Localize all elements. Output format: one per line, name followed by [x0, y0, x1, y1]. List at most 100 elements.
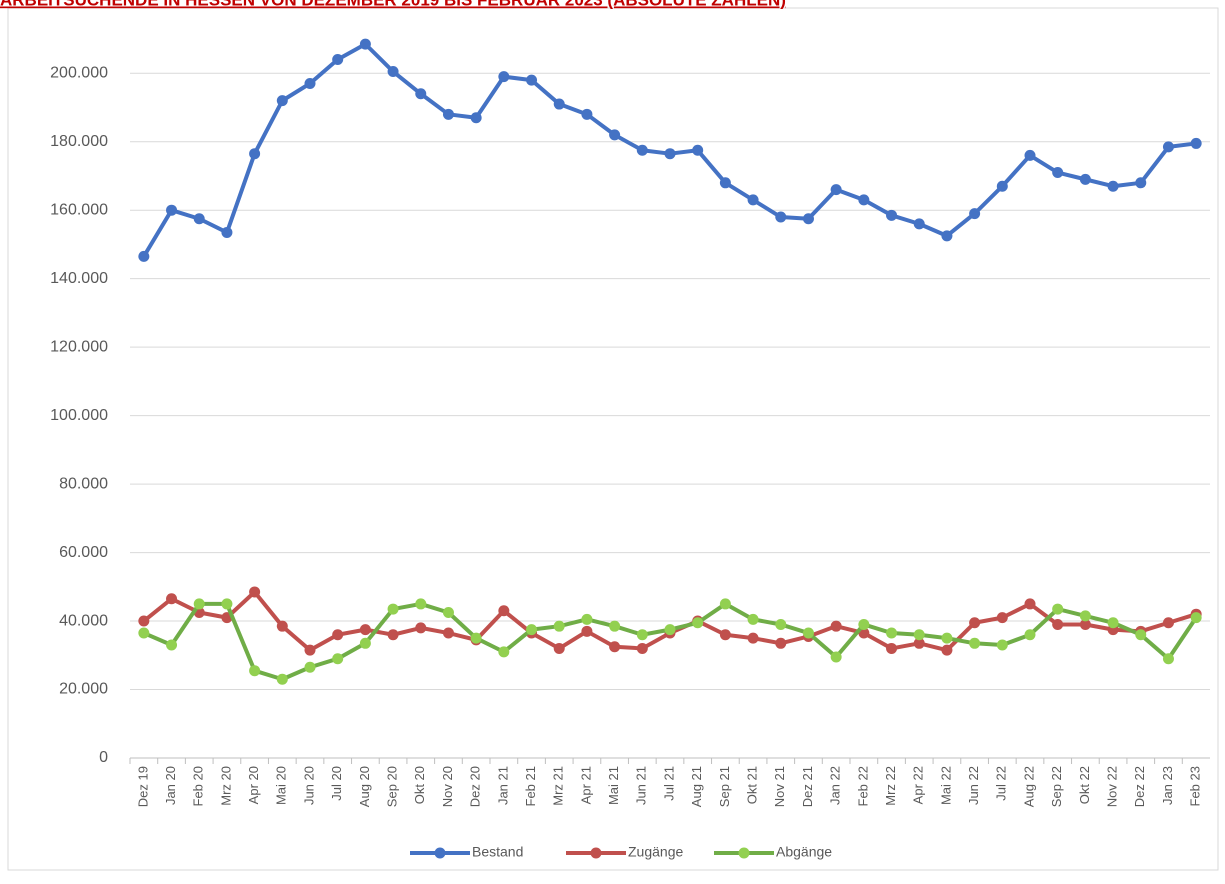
point: [166, 593, 178, 605]
point: [1079, 173, 1091, 185]
point: [1135, 629, 1147, 641]
x-tick-label: Dez 20: [468, 766, 483, 807]
point: [581, 625, 593, 637]
point: [1162, 141, 1174, 153]
point: [830, 184, 842, 196]
x-tick-label: Feb 23: [1188, 766, 1203, 806]
point: [581, 108, 593, 120]
point: [636, 642, 648, 654]
x-tick-label: Apr 21: [578, 766, 593, 804]
x-tick-label: Mai 20: [274, 766, 289, 805]
point: [249, 148, 261, 160]
point: [1107, 180, 1119, 192]
point: [664, 624, 676, 636]
x-tick-label: Okt 21: [745, 766, 760, 804]
x-tick-label: Apr 20: [246, 766, 261, 804]
point: [886, 627, 898, 639]
point: [470, 112, 482, 124]
x-tick-label: Okt 22: [1077, 766, 1092, 804]
x-tick-label: Sep 20: [385, 766, 400, 807]
point: [415, 598, 427, 610]
x-tick-label: Jun 21: [634, 766, 649, 805]
point: [719, 598, 731, 610]
point: [719, 629, 731, 641]
point: [166, 204, 178, 216]
point: [775, 211, 787, 223]
point: [166, 639, 178, 651]
point: [553, 620, 565, 632]
point: [1024, 598, 1036, 610]
x-tick-label: Aug 20: [357, 766, 372, 807]
point: [359, 624, 371, 636]
point: [692, 617, 704, 629]
x-tick-label: Sep 21: [717, 766, 732, 807]
point: [609, 129, 621, 141]
x-tick-label: Mrz 21: [551, 766, 566, 806]
point: [442, 627, 454, 639]
point: [1107, 617, 1119, 629]
y-tick-label: 140.000: [50, 270, 108, 287]
point: [526, 74, 538, 86]
chart-border: [7, 7, 1219, 871]
point: [969, 208, 981, 220]
point: [747, 194, 759, 206]
x-tick-label: Mai 21: [606, 766, 621, 805]
x-tick-label: Jan 20: [163, 766, 178, 805]
y-tick-label: 0: [99, 749, 108, 766]
point: [1052, 167, 1064, 179]
point: [415, 88, 427, 100]
point: [1024, 149, 1036, 161]
point: [802, 213, 814, 225]
point: [1190, 137, 1202, 149]
legend-marker: [434, 847, 446, 859]
point: [692, 144, 704, 156]
point: [830, 620, 842, 632]
x-tick-label: Jul 20: [329, 766, 344, 801]
x-tick-label: Dez 22: [1132, 766, 1147, 807]
point: [1052, 603, 1064, 615]
point: [470, 632, 482, 644]
point: [636, 629, 648, 641]
x-tick-label: Sep 22: [1049, 766, 1064, 807]
point: [1052, 618, 1064, 630]
point: [415, 622, 427, 634]
point: [775, 637, 787, 649]
x-tick-label: Jun 22: [966, 766, 981, 805]
point: [498, 646, 510, 658]
x-tick-label: Okt 20: [412, 766, 427, 804]
point: [609, 620, 621, 632]
point: [636, 144, 648, 156]
point: [221, 226, 233, 238]
point: [276, 673, 288, 685]
point: [913, 637, 925, 649]
x-tick-label: Mai 22: [938, 766, 953, 805]
x-tick-label: Jul 22: [994, 766, 1009, 801]
x-tick-label: Jul 21: [661, 766, 676, 801]
point: [913, 629, 925, 641]
point: [332, 629, 344, 641]
point: [387, 629, 399, 641]
chart-title: ARBEITSUCHENDE IN HESSEN VON DEZEMBER 20…: [0, 0, 786, 9]
y-tick-label: 100.000: [50, 407, 108, 424]
point: [886, 209, 898, 221]
x-tick-label: Nov 22: [1105, 766, 1120, 807]
y-tick-label: 80.000: [59, 475, 108, 492]
point: [249, 586, 261, 598]
point: [332, 653, 344, 665]
x-tick-label: Mrz 20: [218, 766, 233, 806]
point: [719, 177, 731, 189]
point: [442, 606, 454, 618]
x-tick-label: Aug 22: [1021, 766, 1036, 807]
point: [996, 612, 1008, 624]
legend-label: Bestand: [472, 844, 523, 860]
y-tick-label: 120.000: [50, 338, 108, 355]
point: [387, 603, 399, 615]
point: [858, 618, 870, 630]
x-tick-label: Jan 23: [1160, 766, 1175, 805]
legend-label: Abgänge: [776, 844, 832, 860]
point: [304, 661, 316, 673]
point: [138, 627, 150, 639]
point: [276, 95, 288, 107]
x-tick-label: Apr 22: [911, 766, 926, 804]
